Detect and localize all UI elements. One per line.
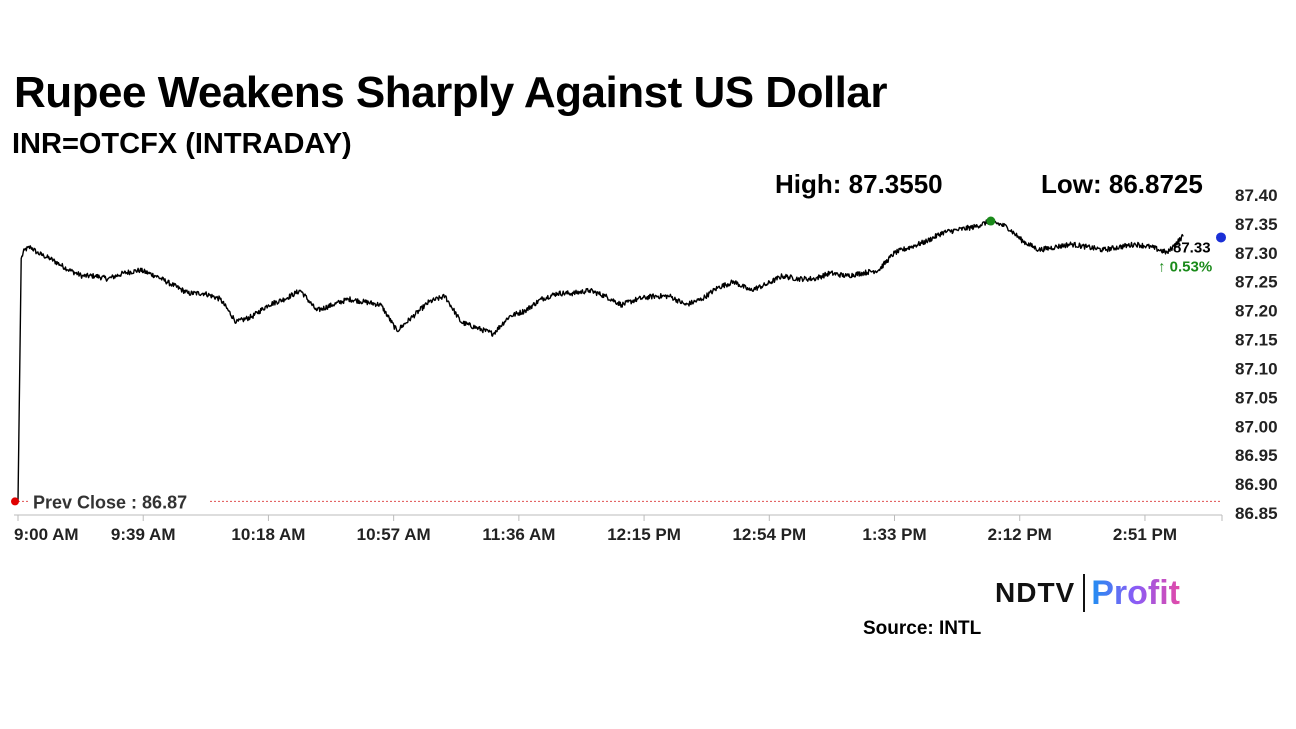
last-value-label: 87.33 [1173,239,1211,256]
y-tick-label: 86.90 [1235,475,1278,494]
y-tick-label: 86.85 [1235,504,1278,523]
x-axis-ticks: 9:00 AM 9:39 AM 10:18 AM 10:57 AM 11:36 AM 12… [14,515,1223,544]
ndtv-profit-logo: NDTV Profit [995,573,1180,613]
x-tick-label: 11:36 AM [482,525,555,544]
page-title: Rupee Weakens Sharply Against US Dollar [14,68,887,117]
last-value-marker [1216,232,1226,243]
y-tick-label: 86.95 [1235,446,1278,465]
logo-divider [1083,574,1086,612]
prev-close-marker [11,497,19,506]
prev-close-label: Prev Close : 86.87 [33,492,187,512]
prev-close-label-bg [28,489,208,512]
low-label: Low: 86.8725 [1041,169,1203,199]
page-subtitle: INR=OTCFX (INTRADAY) [12,128,352,160]
x-tick-label: 9:00 AM [14,525,79,544]
y-tick-label: 87.15 [1235,331,1278,350]
high-marker [986,216,996,226]
x-tick-label: 2:51 PM [1113,525,1177,544]
y-tick-label: 87.35 [1235,215,1278,234]
y-tick-label: 87.10 [1235,359,1278,378]
x-tick-label: 1:33 PM [862,525,926,544]
y-tick-label: 87.00 [1235,417,1278,436]
source-note: Source: INTL [863,618,982,639]
x-tick-label: 10:18 AM [231,525,305,544]
high-label: High: 87.3550 [775,169,943,199]
y-tick-label: 87.05 [1235,388,1278,407]
y-tick-label: 87.20 [1235,302,1278,321]
x-tick-label: 10:57 AM [357,525,431,544]
change-percent-label: ↑ 0.53% [1158,258,1212,275]
x-tick-label: 12:15 PM [607,525,681,544]
logo-ndtv-text: NDTV [995,577,1076,608]
logo-profit-text: Profit [1091,573,1181,612]
x-tick-label: 2:12 PM [988,525,1052,544]
x-tick-label: 9:39 AM [111,525,176,544]
x-tick-label: 12:54 PM [732,525,806,544]
y-tick-label: 87.25 [1235,273,1278,292]
y-tick-label: 87.40 [1235,186,1278,205]
price-series-line [17,218,1184,502]
y-tick-label: 87.30 [1235,244,1278,263]
y-axis: 87.40 87.35 87.30 87.25 87.20 87.15 87.10 87.05… [1235,186,1278,523]
